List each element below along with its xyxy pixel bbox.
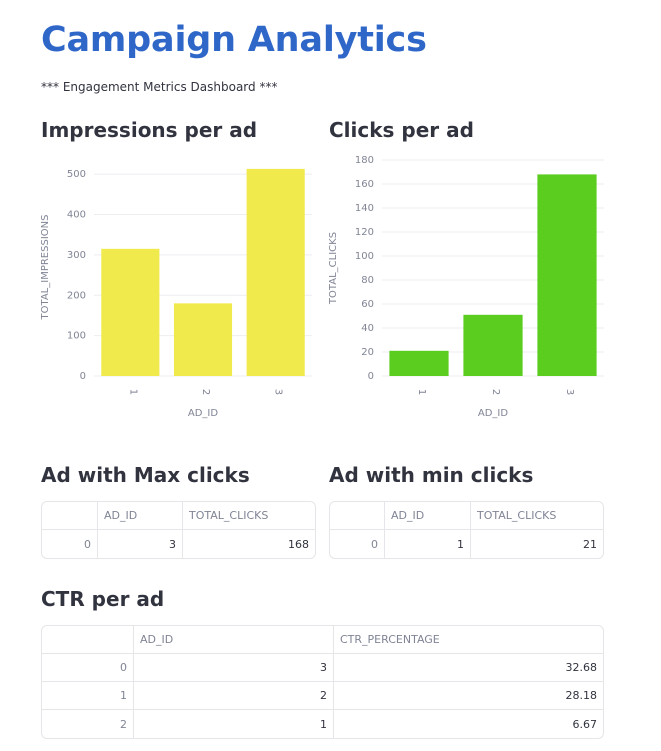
- x-tick-label: 3: [564, 389, 575, 395]
- ad-id-header[interactable]: AD_ID: [98, 502, 183, 530]
- bar-ad-3[interactable]: [537, 174, 597, 376]
- ctr-percentage-cell[interactable]: 28.18: [334, 682, 603, 710]
- ctr-percentage-cell[interactable]: 32.68: [334, 654, 603, 682]
- x-tick-label: 3: [273, 389, 284, 395]
- min-clicks-heading: Ad with min clicks: [329, 463, 534, 487]
- y-tick-label: 80: [361, 275, 374, 286]
- y-tick-label: 400: [67, 210, 86, 221]
- ctr-percentage-header[interactable]: CTR_PERCENTAGE: [334, 626, 603, 654]
- y-tick-label: 500: [67, 169, 86, 180]
- y-tick-label: 200: [67, 290, 86, 301]
- y-tick-label: 140: [355, 203, 374, 214]
- y-tick-label: 0: [80, 371, 86, 382]
- y-tick-label: 0: [368, 371, 374, 382]
- y-tick-label: 300: [67, 250, 86, 261]
- bar-ad-3[interactable]: [246, 168, 305, 376]
- index-header[interactable]: [42, 502, 98, 530]
- x-tick-label: 1: [416, 389, 427, 395]
- bar-ad-2[interactable]: [173, 303, 233, 376]
- y-tick-label: 40: [361, 323, 374, 334]
- y-tick-label: 120: [355, 227, 374, 238]
- ad-id-cell[interactable]: 3: [98, 530, 183, 558]
- index-header[interactable]: [42, 626, 134, 654]
- bar-ad-1[interactable]: [389, 350, 449, 376]
- y-tick-label: 100: [355, 251, 374, 262]
- bar-ad-1[interactable]: [101, 248, 160, 376]
- total-clicks-header[interactable]: TOTAL_CLICKS: [471, 502, 603, 530]
- bar-ad-2[interactable]: [463, 314, 523, 376]
- clicks-bar-chart: 0 20 40 60 80 100 120 140 160 180 1 2 3 AD_ID TOTAL_CL…: [328, 155, 604, 419]
- x-axis-label: AD_ID: [478, 408, 508, 419]
- row-index: 0: [42, 654, 134, 682]
- impressions-heading: Impressions per ad: [41, 118, 258, 142]
- y-tick-label: 180: [355, 155, 374, 166]
- table-row[interactable]: 2 1 6.67: [42, 710, 603, 738]
- ad-id-cell[interactable]: 2: [134, 682, 334, 710]
- ad-id-cell[interactable]: 1: [385, 530, 471, 558]
- ad-id-header[interactable]: AD_ID: [134, 626, 334, 654]
- total-clicks-header[interactable]: TOTAL_CLICKS: [183, 502, 315, 530]
- ad-id-cell[interactable]: 1: [134, 710, 334, 738]
- clicks-heading: Clicks per ad: [329, 118, 474, 142]
- ctr-heading: CTR per ad: [41, 587, 165, 611]
- ad-id-cell[interactable]: 3: [134, 654, 334, 682]
- table-row[interactable]: 0 3 32.68: [42, 654, 603, 682]
- total-clicks-cell[interactable]: 21: [583, 537, 597, 551]
- max-clicks-heading: Ad with Max clicks: [41, 463, 250, 487]
- y-tick-label: 60: [361, 299, 374, 310]
- page-subtitle: *** Engagement Metrics Dashboard ***: [41, 80, 278, 94]
- row-index: 1: [42, 682, 134, 710]
- index-header[interactable]: [330, 502, 385, 530]
- y-axis-label: TOTAL_IMPRESSIONS: [40, 215, 51, 321]
- page-title: Campaign Analytics: [41, 20, 427, 60]
- ctr-percentage-cell[interactable]: 6.67: [572, 717, 598, 731]
- row-index: 0: [330, 530, 385, 558]
- max-clicks-table[interactable]: AD_ID TOTAL_CLICKS 0 3 168: [41, 501, 316, 559]
- y-axis-label: TOTAL_CLICKS: [328, 232, 339, 305]
- table-row[interactable]: 1 2 28.18: [42, 682, 603, 710]
- table-row[interactable]: 0 1 21: [330, 530, 603, 558]
- min-clicks-table[interactable]: AD_ID TOTAL_CLICKS 0 1 21: [329, 501, 604, 559]
- y-tick-label: 100: [67, 331, 86, 342]
- x-tick-label: 2: [200, 389, 211, 395]
- ctr-table[interactable]: AD_ID CTR_PERCENTAGE 0 3 32.68 1 2 28.18…: [41, 625, 604, 739]
- table-row[interactable]: 0 3 168: [42, 530, 315, 558]
- total-clicks-cell[interactable]: 168: [288, 537, 309, 551]
- x-axis-label: AD_ID: [188, 408, 218, 419]
- row-index: 2: [42, 710, 134, 738]
- y-tick-label: 160: [355, 179, 374, 190]
- ad-id-header[interactable]: AD_ID: [385, 502, 471, 530]
- x-tick-label: 2: [490, 389, 501, 395]
- impressions-bar-chart: 0 100 200 300 400 500 1 2 3 AD_ID TOTAL_IMPRESSION…: [40, 168, 312, 419]
- row-index: 0: [42, 530, 98, 558]
- y-tick-label: 20: [361, 347, 374, 358]
- x-tick-label: 1: [127, 389, 138, 395]
